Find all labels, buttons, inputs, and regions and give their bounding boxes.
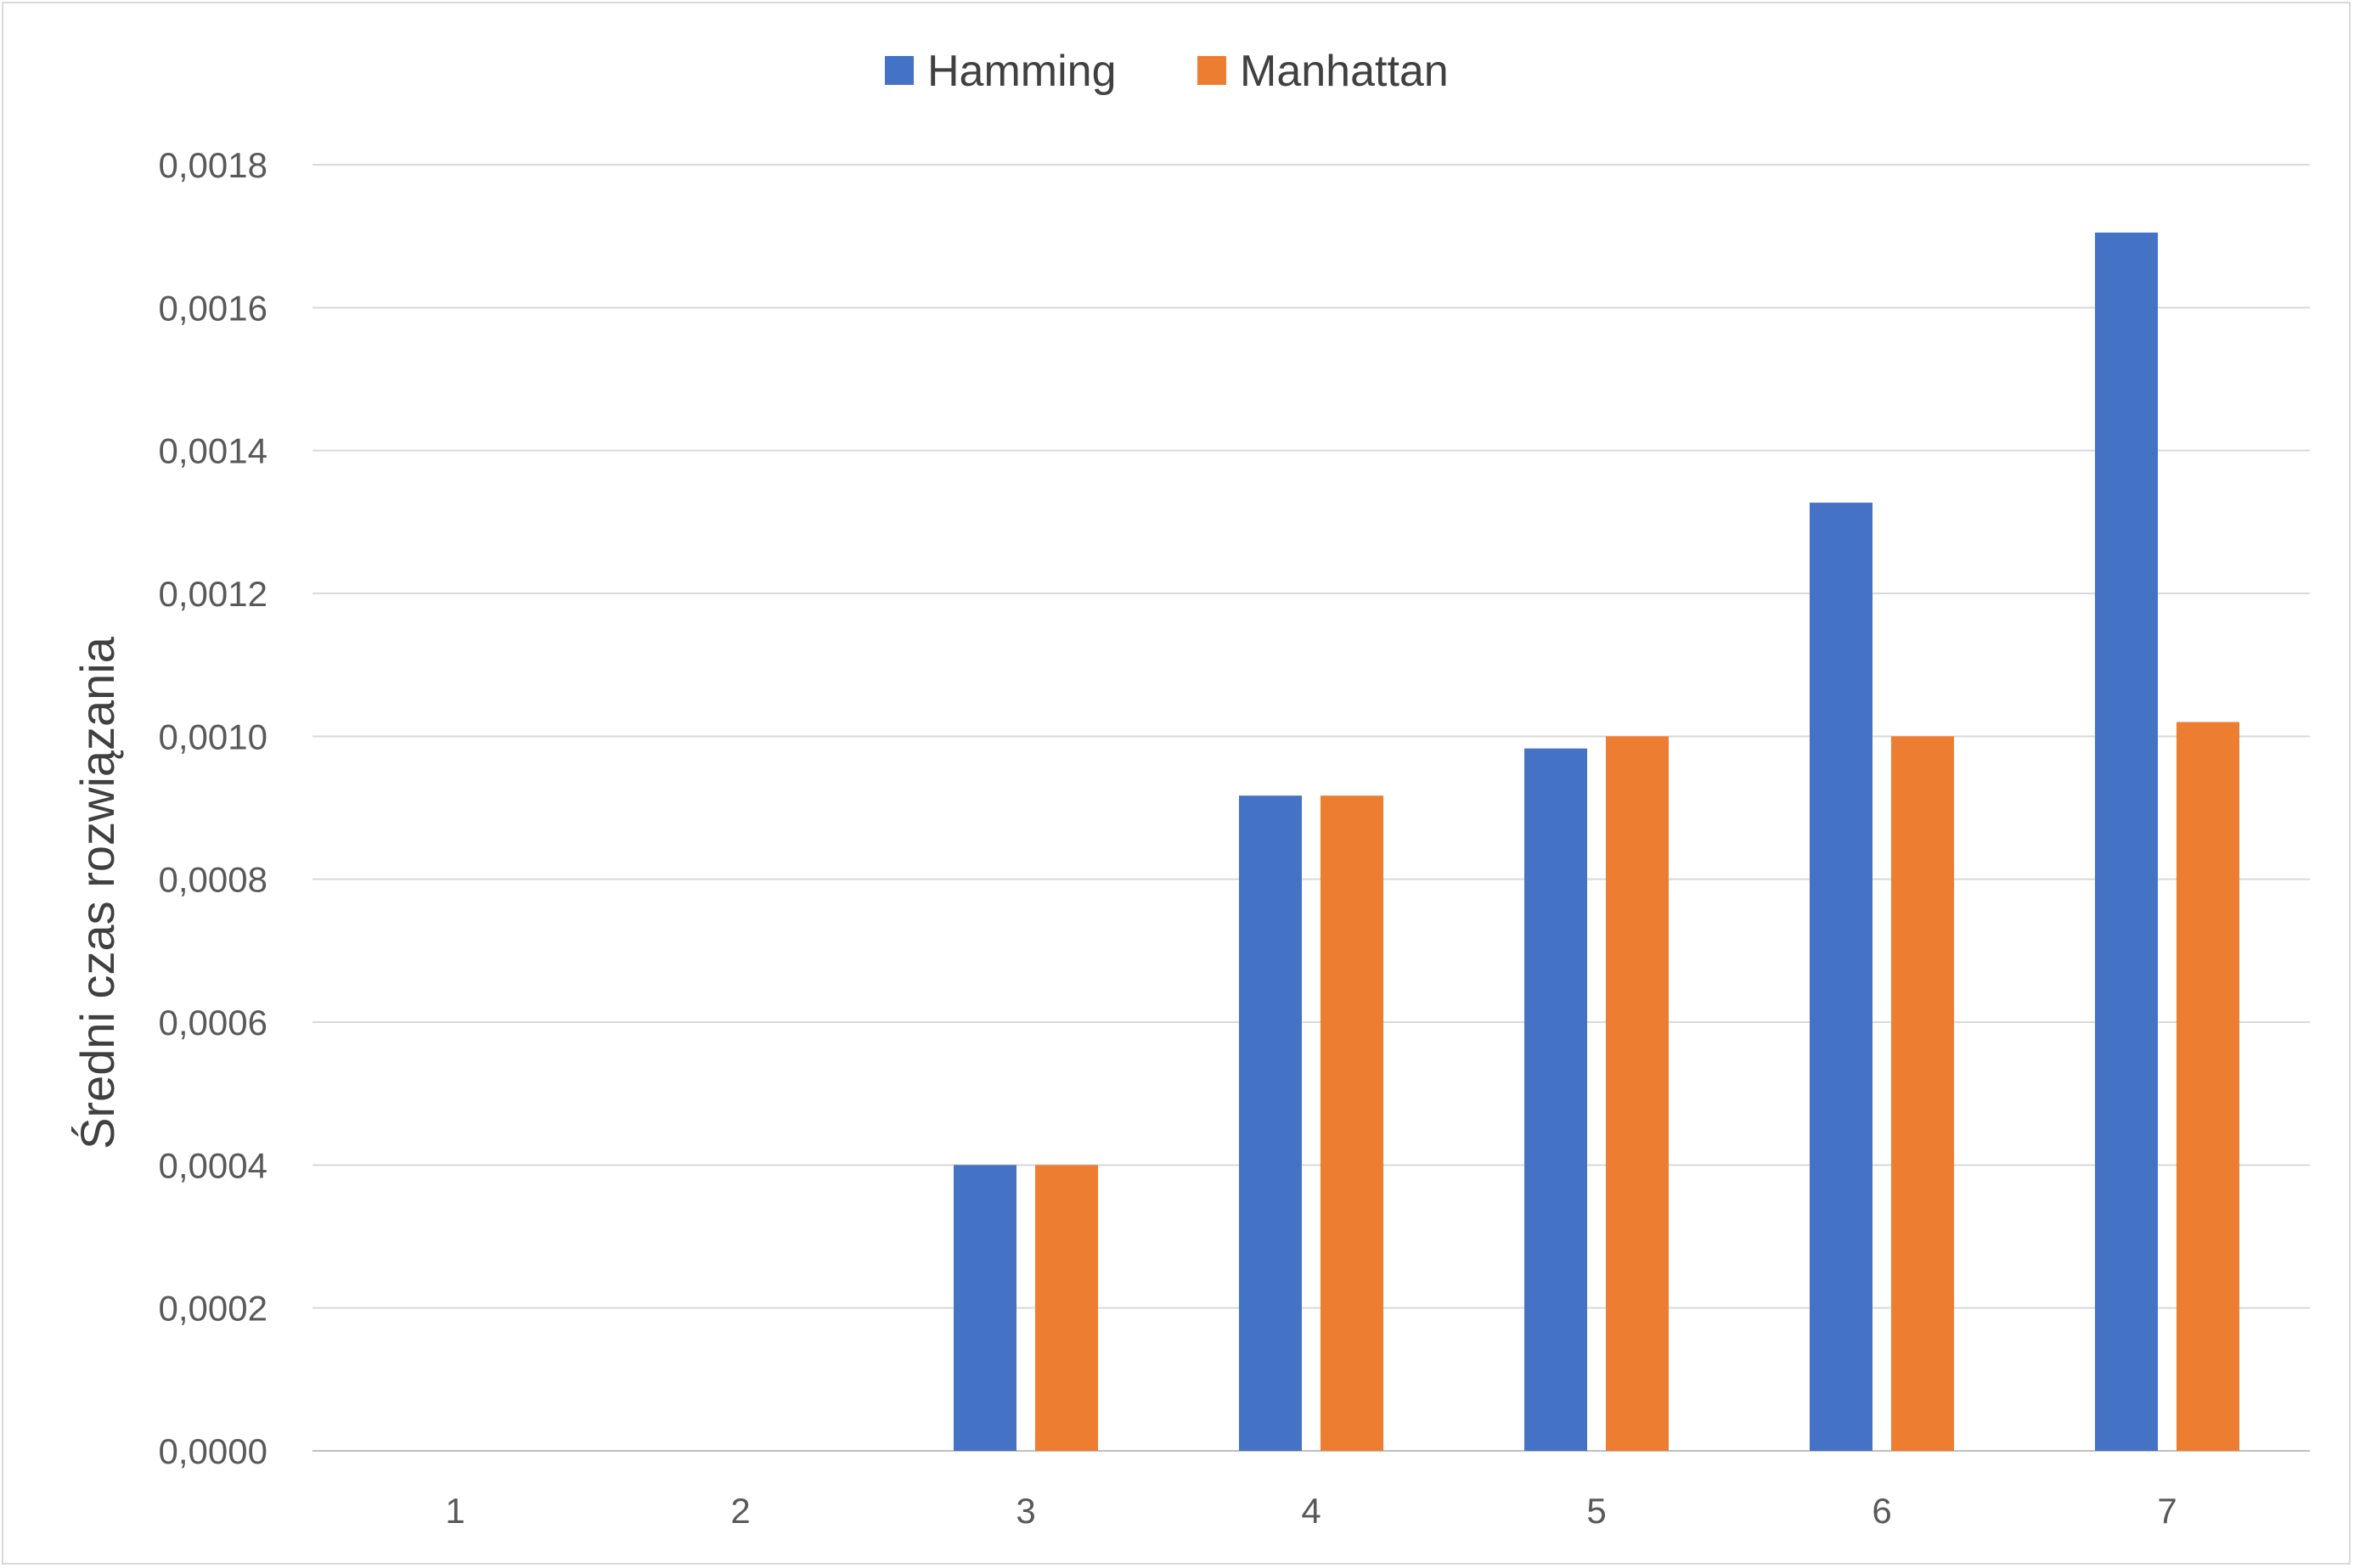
y-tick-label: 0,0000 — [159, 1431, 268, 1471]
x-tick-label: 7 — [2157, 1491, 2177, 1531]
bar-manhattan-5 — [1606, 736, 1669, 1451]
x-tick-label: 3 — [1016, 1491, 1035, 1531]
bar-hamming-5 — [1524, 748, 1587, 1451]
bar-manhattan-6 — [1891, 736, 1954, 1451]
y-tick-label: 0,0016 — [159, 288, 268, 328]
bar-hamming-6 — [1810, 503, 1872, 1451]
legend-swatch-hamming — [885, 56, 914, 85]
gridlines — [313, 164, 2310, 1452]
legend-label-manhattan: Manhattan — [1240, 47, 1449, 96]
y-axis-title: Średni czas rozwiązania — [70, 636, 124, 1149]
bar-hamming-7 — [2095, 232, 2158, 1451]
y-tick-label: 0,0002 — [159, 1289, 268, 1329]
x-tick-label: 1 — [445, 1491, 465, 1531]
bar-manhattan-4 — [1321, 795, 1383, 1451]
y-tick-label: 0,0008 — [159, 860, 268, 900]
legend-label-hamming: Hamming — [927, 47, 1117, 96]
bars — [954, 232, 2239, 1451]
x-axis-ticks: 1 2 3 4 5 6 7 — [445, 1491, 2177, 1531]
y-tick-label: 0,0010 — [159, 717, 268, 756]
x-tick-label: 5 — [1586, 1491, 1606, 1531]
x-tick-label: 4 — [1301, 1491, 1321, 1531]
legend: Hamming Manhattan — [885, 47, 1449, 96]
legend-swatch-manhattan — [1197, 56, 1226, 85]
y-tick-label: 0,0018 — [159, 145, 268, 185]
y-tick-label: 0,0006 — [159, 1003, 268, 1043]
bar-hamming-4 — [1239, 795, 1302, 1451]
y-tick-label: 0,0014 — [159, 431, 268, 471]
x-tick-label: 6 — [1872, 1491, 1891, 1531]
bar-manhattan-7 — [2177, 722, 2239, 1451]
y-tick-label: 0,0004 — [159, 1145, 268, 1185]
y-axis-ticks: 0,0000 0,0002 0,0004 0,0006 0,0008 0,0010 0,00… — [159, 145, 268, 1471]
x-tick-label: 2 — [730, 1491, 750, 1531]
y-tick-label: 0,0012 — [159, 574, 268, 614]
bar-hamming-3 — [954, 1165, 1016, 1451]
bar-manhattan-3 — [1035, 1165, 1098, 1451]
